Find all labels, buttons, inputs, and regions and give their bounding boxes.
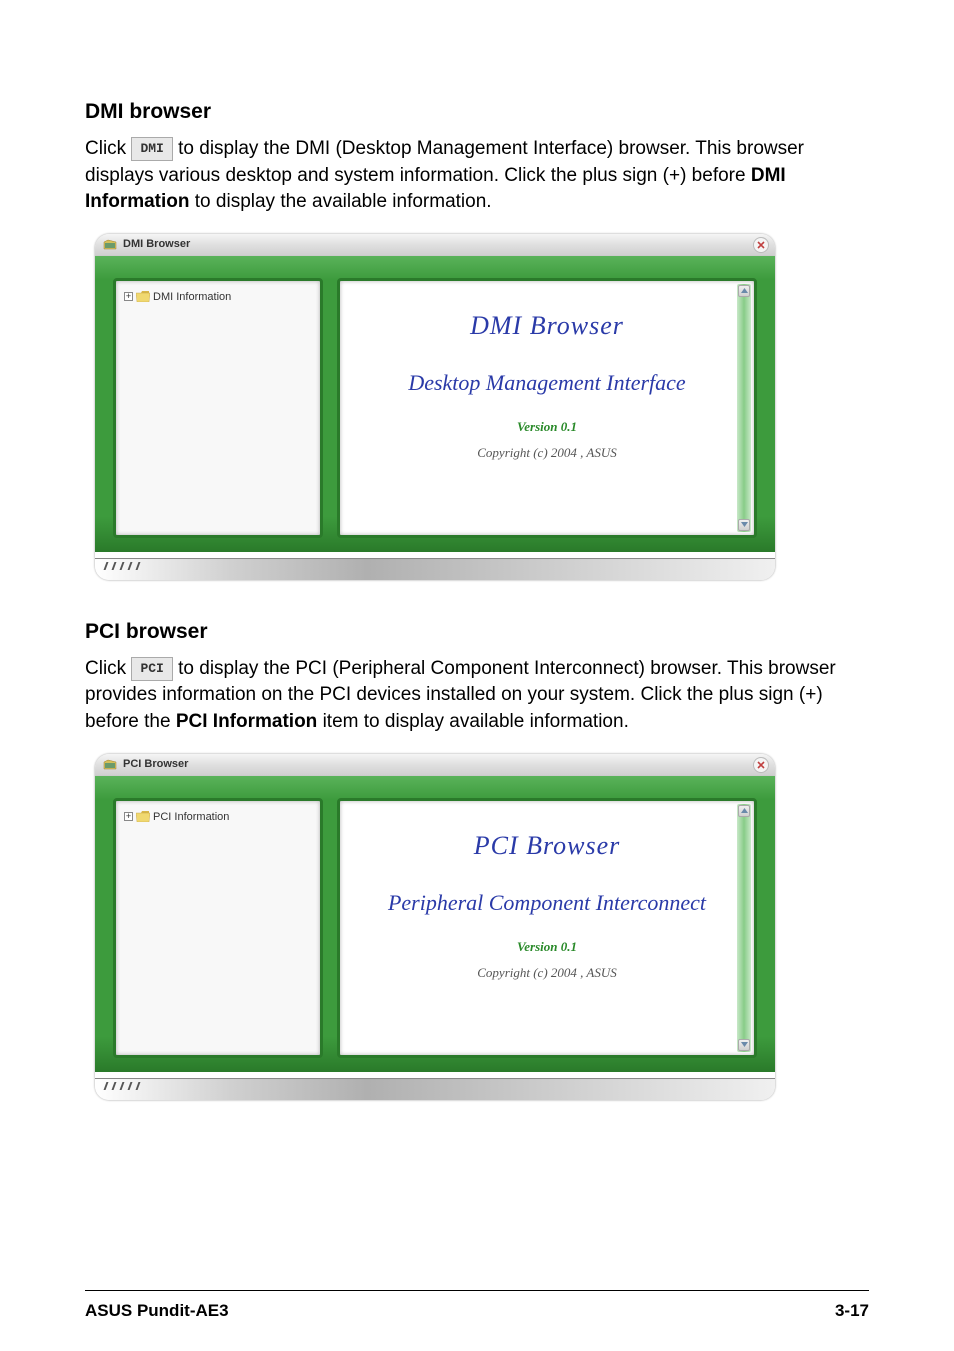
title-bar: PCI Browser — [95, 754, 775, 776]
content-subtitle: Desktop Management Interface — [360, 369, 734, 398]
scroll-down-button[interactable] — [738, 519, 750, 531]
footer-product: ASUS Pundit-AE3 — [85, 1301, 229, 1321]
tree-item-dmi-info[interactable]: + DMI Information — [124, 291, 312, 303]
text: to display the DMI (Desktop Management I… — [85, 138, 804, 186]
dmi-paragraph: Click DMI to display the DMI (Desktop Ma… — [85, 136, 869, 216]
window-title: PCI Browser — [123, 758, 188, 770]
pci-toolbar-button[interactable]: PCI — [131, 657, 172, 681]
text: Click — [85, 138, 131, 159]
scrollbar[interactable] — [737, 804, 751, 1052]
close-button[interactable] — [753, 237, 769, 253]
window-icon — [103, 759, 117, 770]
page-footer: ASUS Pundit-AE3 3-17 — [85, 1301, 869, 1321]
text: to display the available information. — [195, 191, 492, 212]
title-bar: DMI Browser — [95, 234, 775, 256]
pci-paragraph: Click PCI to display the PCI (Peripheral… — [85, 656, 869, 736]
window-body: + PCI Information PCI Browser Peripheral… — [95, 776, 775, 1072]
status-grip-icon — [105, 562, 139, 570]
dmi-heading: DMI browser — [85, 100, 869, 124]
status-grip-icon — [105, 1082, 139, 1090]
tree-panel: + PCI Information — [113, 798, 323, 1058]
dmi-browser-window: DMI Browser + DMI Information DMI Browse… — [95, 234, 775, 580]
content-copyright: Copyright (c) 2004 , ASUS — [360, 445, 734, 461]
folder-icon — [136, 291, 150, 302]
scroll-up-button[interactable] — [738, 285, 750, 297]
pci-info-label: PCI Information — [176, 711, 317, 732]
tree-item-label: PCI Information — [153, 811, 229, 823]
content-copyright: Copyright (c) 2004 , ASUS — [360, 965, 734, 981]
content-version: Version 0.1 — [360, 419, 734, 435]
scroll-up-button[interactable] — [738, 805, 750, 817]
status-bar — [95, 558, 775, 580]
scroll-down-button[interactable] — [738, 1039, 750, 1051]
expand-icon[interactable]: + — [124, 812, 133, 821]
folder-icon — [136, 811, 150, 822]
tree-panel: + DMI Information — [113, 278, 323, 538]
expand-icon[interactable]: + — [124, 292, 133, 301]
content-title: PCI Browser — [360, 831, 734, 861]
window-title: DMI Browser — [123, 238, 190, 250]
scrollbar[interactable] — [737, 284, 751, 532]
status-bar — [95, 1078, 775, 1100]
content-panel: PCI Browser Peripheral Component Interco… — [337, 798, 757, 1058]
footer-rule — [85, 1290, 869, 1291]
content-version: Version 0.1 — [360, 939, 734, 955]
tree-item-label: DMI Information — [153, 291, 231, 303]
footer-page-number: 3-17 — [835, 1301, 869, 1321]
content-subtitle: Peripheral Component Interconnect — [360, 889, 734, 918]
dmi-toolbar-button[interactable]: DMI — [131, 137, 172, 161]
window-icon — [103, 239, 117, 250]
window-body: + DMI Information DMI Browser Desktop Ma… — [95, 256, 775, 552]
content-title: DMI Browser — [360, 311, 734, 341]
content-panel: DMI Browser Desktop Management Interface… — [337, 278, 757, 538]
text: Click — [85, 658, 131, 679]
pci-heading: PCI browser — [85, 620, 869, 644]
pci-browser-window: PCI Browser + PCI Information PCI Browse… — [95, 754, 775, 1100]
text: item to display available information. — [323, 711, 629, 732]
tree-item-pci-info[interactable]: + PCI Information — [124, 811, 312, 823]
close-button[interactable] — [753, 757, 769, 773]
